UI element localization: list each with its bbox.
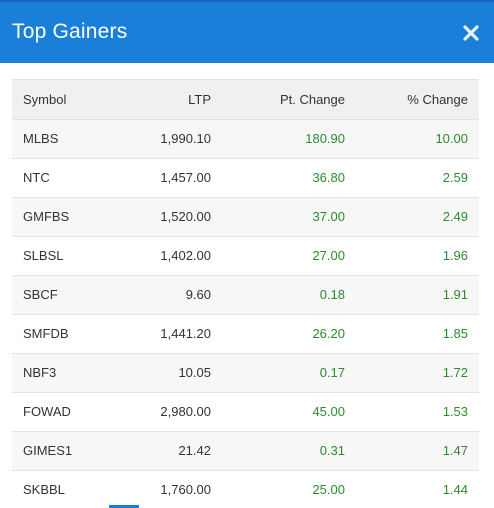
- pct-change-cell: 2.49: [345, 197, 479, 237]
- ltp-cell: 1,520.00: [117, 197, 211, 237]
- ltp-cell: 9.60: [117, 275, 211, 315]
- column-header-pct-change[interactable]: % Change: [345, 80, 479, 120]
- table-row[interactable]: GIMES1 21.42 0.31 1.47: [12, 431, 479, 471]
- dialog-title: Top Gainers: [12, 20, 128, 43]
- pct-change-cell: 1.53: [345, 392, 479, 432]
- table-row[interactable]: NTC 1,457.00 36.80 2.59: [12, 158, 479, 198]
- symbol-cell: SBCF: [12, 275, 117, 315]
- symbol-cell: SLBSL: [12, 236, 117, 276]
- gainers-table: Symbol LTP Pt. Change % Change MLBS 1,990…: [12, 80, 479, 508]
- ltp-cell: 1,441.20: [117, 314, 211, 354]
- symbol-cell: GMFBS: [12, 197, 117, 237]
- symbol-cell: NTC: [12, 158, 117, 198]
- symbol-cell: FOWAD: [12, 392, 117, 432]
- column-header-ltp[interactable]: LTP: [117, 80, 211, 120]
- scroll-indicator: [109, 505, 139, 508]
- pct-change-cell: 2.59: [345, 158, 479, 198]
- column-header-symbol[interactable]: Symbol: [12, 80, 117, 120]
- pct-change-cell: 1.44: [345, 470, 479, 508]
- pct-change-cell: 1.85: [345, 314, 479, 354]
- table-row[interactable]: FOWAD 2,980.00 45.00 1.53: [12, 392, 479, 432]
- ltp-cell: 21.42: [117, 431, 211, 471]
- table-row[interactable]: SBCF 9.60 0.18 1.91: [12, 275, 479, 315]
- pt-change-cell: 25.00: [211, 470, 345, 508]
- pt-change-cell: 36.80: [211, 158, 345, 198]
- pct-change-cell: 1.91: [345, 275, 479, 315]
- pt-change-cell: 45.00: [211, 392, 345, 432]
- ltp-cell: 10.05: [117, 353, 211, 393]
- pct-change-cell: 1.47: [345, 431, 479, 471]
- symbol-cell: MLBS: [12, 119, 117, 159]
- column-header-pt-change[interactable]: Pt. Change: [211, 80, 345, 120]
- table-row[interactable]: GMFBS 1,520.00 37.00 2.49: [12, 197, 479, 237]
- pt-change-cell: 180.90: [211, 119, 345, 159]
- pt-change-cell: 0.18: [211, 275, 345, 315]
- ltp-cell: 1,457.00: [117, 158, 211, 198]
- symbol-cell: SMFDB: [12, 314, 117, 354]
- pt-change-cell: 37.00: [211, 197, 345, 237]
- table-row[interactable]: NBF3 10.05 0.17 1.72: [12, 353, 479, 393]
- table-row[interactable]: SMFDB 1,441.20 26.20 1.85: [12, 314, 479, 354]
- pt-change-cell: 26.20: [211, 314, 345, 354]
- table-row[interactable]: SLBSL 1,402.00 27.00 1.96: [12, 236, 479, 276]
- ltp-cell: 1,990.10: [117, 119, 211, 159]
- pct-change-cell: 10.00: [345, 119, 479, 159]
- pct-change-cell: 1.72: [345, 353, 479, 393]
- pct-change-cell: 1.96: [345, 236, 479, 276]
- table-header-row: Symbol LTP Pt. Change % Change: [12, 80, 479, 120]
- ltp-cell: 1,760.00: [117, 470, 211, 508]
- symbol-cell: GIMES1: [12, 431, 117, 471]
- table-row[interactable]: SKBBL 1,760.00 25.00 1.44: [12, 470, 479, 508]
- pt-change-cell: 27.00: [211, 236, 345, 276]
- close-icon[interactable]: [462, 24, 480, 42]
- ltp-cell: 2,980.00: [117, 392, 211, 432]
- ltp-cell: 1,402.00: [117, 236, 211, 276]
- pt-change-cell: 0.31: [211, 431, 345, 471]
- dialog-header: Top Gainers: [0, 0, 494, 63]
- symbol-cell: SKBBL: [12, 470, 117, 508]
- symbol-cell: NBF3: [12, 353, 117, 393]
- gainers-table-container: Symbol LTP Pt. Change % Change MLBS 1,990…: [12, 79, 479, 508]
- pt-change-cell: 0.17: [211, 353, 345, 393]
- table-row[interactable]: MLBS 1,990.10 180.90 10.00: [12, 119, 479, 159]
